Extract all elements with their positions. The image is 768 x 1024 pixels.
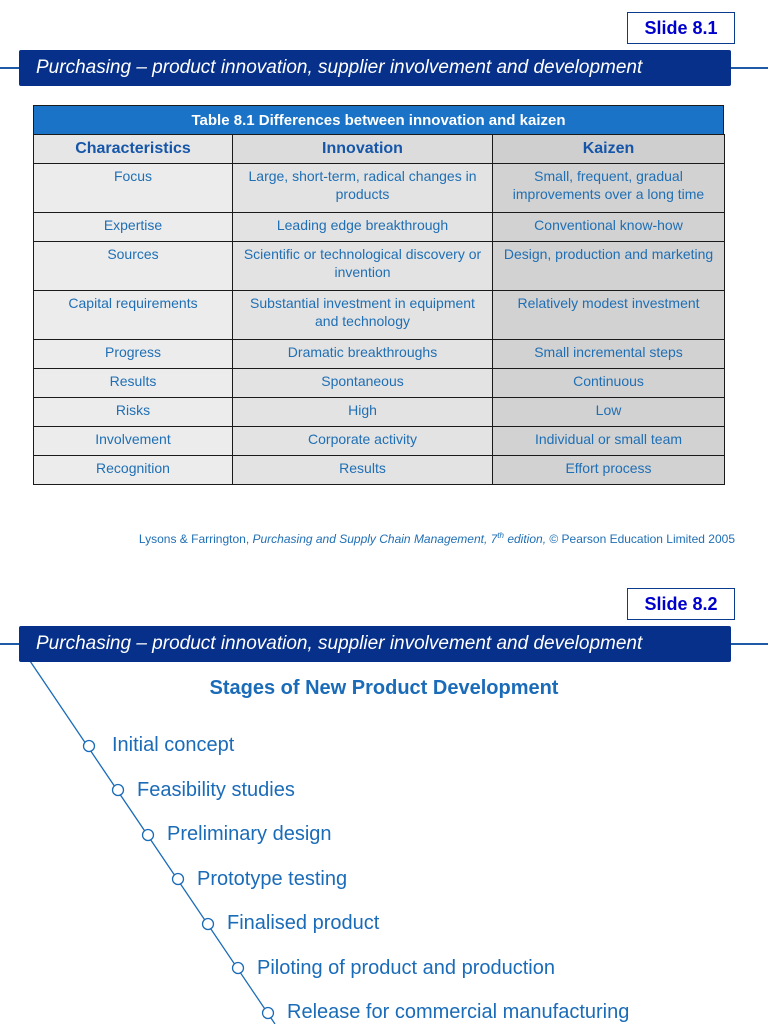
cell-kaizen: Individual or small team — [492, 426, 725, 456]
table-row: Expertise Leading edge breakthrough Conv… — [33, 212, 725, 242]
cell-kaizen: Conventional know-how — [492, 212, 725, 242]
slide-title: Purchasing – product innovation, supplie… — [19, 50, 731, 86]
cell-characteristic: Focus — [33, 163, 233, 213]
cell-characteristic: Capital requirements — [33, 290, 233, 340]
cell-innovation: Spontaneous — [232, 368, 493, 398]
slide-8-2: Slide 8.2 Purchasing – product innovatio… — [0, 576, 768, 1024]
table-caption: Table 8.1 Differences between innovation… — [33, 105, 724, 134]
table-row: Capital requirements Substantial investm… — [33, 290, 725, 340]
citation-book: Purchasing and Supply Chain Management, … — [252, 532, 498, 546]
innovation-kaizen-table: Characteristics Innovation Kaizen Focus … — [33, 134, 725, 485]
stage-label: Prototype testing — [197, 868, 348, 890]
header-characteristics: Characteristics — [33, 134, 233, 164]
stage-node-icon — [231, 961, 245, 975]
stages-heading: Stages of New Product Development — [209, 677, 559, 699]
cell-kaizen: Small, frequent, gradual improvements ov… — [492, 163, 725, 213]
cell-characteristic: Results — [33, 368, 233, 398]
cell-kaizen: Continuous — [492, 368, 725, 398]
table-row: Sources Scientific or technological disc… — [33, 241, 725, 291]
cell-characteristic: Risks — [33, 397, 233, 427]
cell-characteristic: Progress — [33, 339, 233, 369]
cell-kaizen: Small incremental steps — [492, 339, 725, 369]
table-row: Involvement Corporate activity Individua… — [33, 426, 725, 456]
cell-innovation: Results — [232, 455, 493, 485]
stage-node-icon — [261, 1006, 275, 1020]
table-row: Recognition Results Effort process — [33, 455, 725, 485]
slide-number-badge: Slide 8.2 — [627, 588, 735, 620]
stages-diagonal-line — [29, 660, 276, 1024]
table-row: Progress Dramatic breakthroughs Small in… — [33, 339, 725, 369]
stage-label: Piloting of product and production — [257, 957, 555, 979]
table-row: Focus Large, short-term, radical changes… — [33, 163, 725, 213]
slide-number-badge: Slide 8.1 — [627, 12, 735, 44]
cell-innovation: Leading edge breakthrough — [232, 212, 493, 242]
stage-label: Release for commercial manufacturing — [287, 1001, 630, 1023]
stage-node-icon — [111, 783, 125, 797]
cell-characteristic: Expertise — [33, 212, 233, 242]
stage-label: Preliminary design — [167, 823, 332, 845]
stage-node-icon — [171, 872, 185, 886]
stage-node-icon — [82, 739, 96, 753]
cell-kaizen: Effort process — [492, 455, 725, 485]
stage-label: Finalised product — [227, 912, 380, 934]
cell-innovation: Corporate activity — [232, 426, 493, 456]
slide-title: Purchasing – product innovation, supplie… — [19, 626, 731, 662]
cell-innovation: Dramatic breakthroughs — [232, 339, 493, 369]
table-row: Risks High Low — [33, 397, 725, 427]
citation-edition: edition, — [504, 532, 547, 546]
cell-innovation: Substantial investment in equipment and … — [232, 290, 493, 340]
stage-node-icon — [201, 917, 215, 931]
slide-8-1: Slide 8.1 Purchasing – product innovatio… — [0, 12, 768, 546]
cell-characteristic: Involvement — [33, 426, 233, 456]
citation-authors: Lysons & Farrington, — [138, 532, 253, 546]
cell-kaizen: Low — [492, 397, 725, 427]
comparison-table: Table 8.1 Differences between innovation… — [33, 105, 725, 485]
cell-characteristic: Sources — [33, 241, 233, 291]
stage-label: Initial concept — [112, 734, 235, 756]
table-header-row: Characteristics Innovation Kaizen — [33, 134, 725, 164]
header-innovation: Innovation — [232, 134, 493, 164]
cell-innovation: Large, short-term, radical changes in pr… — [232, 163, 493, 213]
table-row: Results Spontaneous Continuous — [33, 368, 725, 398]
cell-kaizen: Relatively modest investment — [492, 290, 725, 340]
citation: Lysons & Farrington, Purchasing and Supp… — [139, 531, 735, 546]
cell-kaizen: Design, production and marketing — [492, 241, 725, 291]
header-kaizen: Kaizen — [492, 134, 725, 164]
stage-label: Feasibility studies — [137, 779, 295, 801]
cell-innovation: High — [232, 397, 493, 427]
citation-superscript: th — [497, 531, 504, 540]
citation-publisher: © Pearson Education Limited 2005 — [546, 532, 735, 546]
cell-characteristic: Recognition — [33, 455, 233, 485]
stage-node-icon — [141, 828, 155, 842]
cell-innovation: Scientific or technological discovery or… — [232, 241, 493, 291]
